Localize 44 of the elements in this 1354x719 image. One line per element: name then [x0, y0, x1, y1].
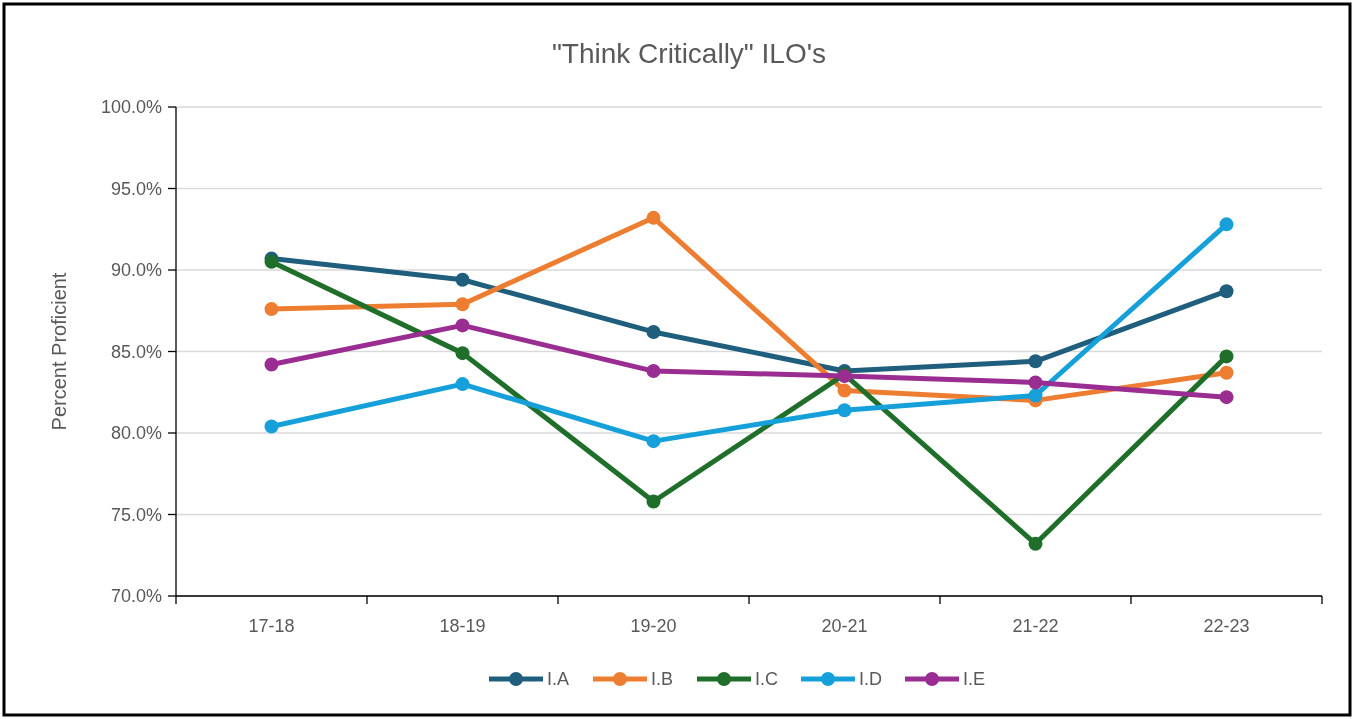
point — [646, 210, 661, 225]
y-tick-label: 95.0% — [110, 178, 162, 199]
point — [264, 302, 279, 317]
point — [1028, 354, 1043, 369]
x-tick-label: 20-21 — [821, 616, 868, 636]
x-tick-label: 19-20 — [630, 616, 677, 636]
y-tick-label: 85.0% — [110, 341, 162, 362]
point — [455, 272, 470, 287]
point — [837, 383, 852, 398]
y-tick-label: 75.0% — [110, 504, 162, 525]
x-tick-label: 21-22 — [1012, 616, 1059, 636]
point — [646, 364, 661, 379]
point — [646, 434, 661, 449]
point — [1219, 349, 1234, 364]
y-tick-label: 100.0% — [100, 97, 162, 118]
legend-label: I.C — [755, 669, 779, 690]
y-tick-label: 70.0% — [110, 586, 162, 607]
point — [264, 419, 279, 434]
point — [1028, 388, 1043, 403]
y-tick-label: 80.0% — [110, 423, 162, 444]
point — [1219, 284, 1234, 299]
x-tick-label: 22-23 — [1203, 616, 1250, 636]
y-axis-title: Percent Proficient — [48, 272, 70, 431]
point — [264, 357, 279, 372]
point — [1219, 217, 1234, 232]
point — [837, 403, 852, 418]
point — [646, 494, 661, 509]
legend-label: I.A — [547, 669, 570, 690]
point — [455, 346, 470, 361]
point — [455, 318, 470, 333]
point — [1219, 390, 1234, 405]
legend-label: I.E — [963, 669, 986, 690]
point — [646, 324, 661, 339]
x-tick-label: 18-19 — [439, 616, 486, 636]
x-tick-label: 17-18 — [248, 616, 295, 636]
point — [455, 297, 470, 312]
y-tick-label: 90.0% — [110, 260, 162, 281]
legend-label: I.B — [651, 669, 674, 690]
point — [1028, 375, 1043, 390]
legend-label: I.D — [859, 669, 883, 690]
chart-title: "Think Critically" ILO's — [551, 38, 827, 69]
point — [1028, 536, 1043, 551]
point — [455, 377, 470, 392]
point — [1219, 365, 1234, 380]
